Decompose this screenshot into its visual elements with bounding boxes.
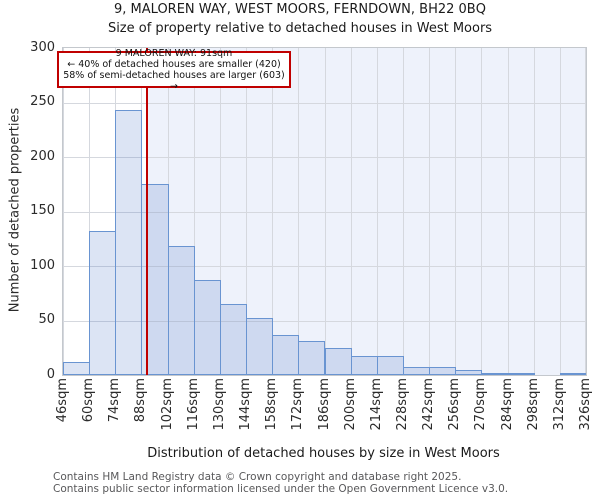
x-tick-label: 158sqm [264, 378, 280, 431]
x-tick-label: 172sqm [290, 378, 306, 431]
footer: Contains HM Land Registry data © Crown c… [53, 471, 508, 495]
annotation-line-1: 9 MALOREN WAY: 91sqm [115, 47, 233, 59]
x-tick-label: 144sqm [238, 378, 254, 431]
x-tick-label: 74sqm [107, 378, 123, 423]
histogram-bar [559, 373, 586, 375]
x-tick-label: 130sqm [211, 378, 227, 431]
y-gridline [63, 157, 586, 158]
chart-subtitle: Size of property relative to detached ho… [107, 21, 493, 36]
histogram-bar [507, 372, 535, 375]
histogram-bar [219, 304, 248, 375]
y-tick-label: 250 [30, 94, 55, 109]
annotation-line-3: 58% of semi-detached houses are larger (… [63, 69, 285, 92]
histogram-bar [193, 280, 221, 375]
x-tick-label: 60sqm [81, 378, 97, 423]
y-tick-label: 50 [38, 312, 55, 327]
x-tick-label: 88sqm [133, 378, 149, 423]
y-tick-label: 100 [30, 257, 55, 273]
y-gridline [63, 320, 586, 322]
histogram-bar [376, 356, 404, 375]
histogram-bar [324, 347, 352, 375]
x-tick-label: 270sqm [473, 378, 489, 431]
y-gridline [63, 266, 586, 267]
histogram-bar [167, 246, 195, 375]
x-tick-label: 200sqm [342, 378, 358, 431]
x-tick-label: 284sqm [499, 378, 515, 431]
y-tick-label: 150 [30, 203, 55, 218]
annotation-line-2: ← 40% of detached houses are smaller (42… [67, 58, 281, 70]
histogram-bar [89, 231, 117, 375]
histogram-bar [455, 369, 483, 375]
y-gridline [63, 102, 586, 104]
histogram-bar [115, 110, 143, 375]
y-tick-label: 0 [46, 366, 55, 382]
x-tick-label: 256sqm [447, 378, 463, 431]
histogram-bar [246, 318, 274, 375]
subject-property-marker-line [146, 48, 149, 375]
chart-title: 9, MALOREN WAY, WEST MOORS, FERNDOWN, BH… [114, 2, 486, 17]
x-tick-label: 312sqm [551, 378, 567, 431]
x-tick-label: 116sqm [185, 378, 201, 431]
y-tick-label: 200 [30, 148, 55, 164]
y-tick-label: 300 [30, 39, 55, 55]
x-tick-label: 242sqm [421, 378, 437, 431]
footer-line-1: Contains HM Land Registry data © Crown c… [53, 471, 462, 483]
x-tick-label: 214sqm [368, 378, 384, 431]
plot-area [62, 47, 587, 376]
x-tick-label: 298sqm [525, 378, 541, 431]
histogram-bar [63, 361, 91, 375]
histogram-bar [350, 356, 378, 375]
histogram-bar [272, 334, 300, 375]
x-tick-label: 102sqm [159, 378, 175, 431]
annotation-box: 9 MALOREN WAY: 91sqm ← 40% of detached h… [57, 47, 291, 92]
histogram-bar [402, 367, 431, 375]
histogram-bar [298, 341, 326, 375]
x-tick-label: 228sqm [394, 378, 410, 431]
x-axis-label: Distribution of detached houses by size … [147, 446, 500, 461]
footer-line-2: Contains public sector information licen… [53, 483, 509, 495]
histogram-bar [481, 372, 509, 375]
x-tick-label: 46sqm [55, 378, 70, 423]
x-tick-label: 186sqm [316, 378, 332, 431]
y-gridline [63, 211, 586, 213]
histogram-bar [429, 367, 457, 375]
x-tick-label: 326sqm [578, 378, 593, 431]
